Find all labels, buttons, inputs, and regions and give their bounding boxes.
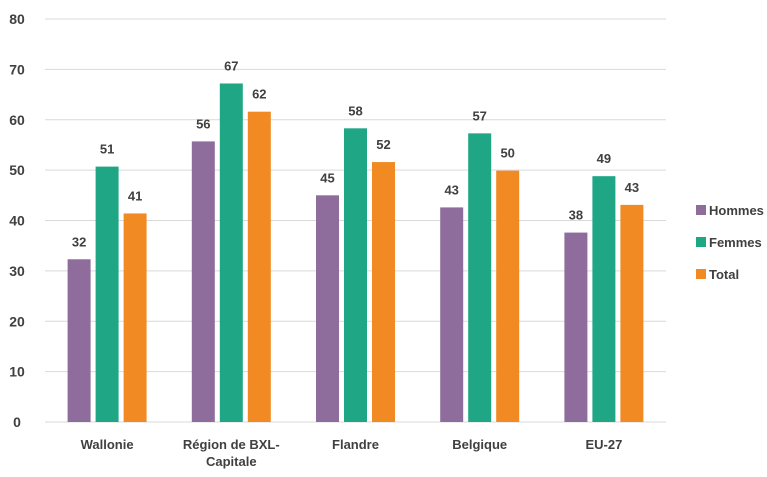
data-label: 45	[320, 170, 334, 185]
data-label: 43	[444, 182, 458, 197]
data-label: 56	[196, 116, 210, 131]
category-label-line: EU-27	[585, 437, 622, 452]
category-label-line: Wallonie	[81, 437, 134, 452]
data-label: 57	[472, 108, 486, 123]
legend-label: Hommes	[709, 203, 764, 218]
data-label: 50	[500, 146, 514, 161]
legend-label: Total	[709, 267, 739, 282]
bar-total	[247, 111, 271, 422]
y-tick-label: 20	[9, 313, 25, 329]
category-label: Wallonie	[81, 437, 134, 452]
data-label: 58	[348, 103, 362, 118]
category-label: Flandre	[332, 437, 379, 452]
bars	[67, 83, 644, 422]
bar-hommes	[440, 207, 464, 422]
bar-hommes	[191, 141, 215, 422]
category-label-line: Belgique	[452, 437, 507, 452]
data-label: 32	[72, 234, 86, 249]
bar-total	[372, 162, 395, 422]
data-label: 67	[224, 58, 238, 73]
data-labels: 32 51 41 56 67 62 45 58 52 43 57 50 38 49 43	[72, 58, 639, 249]
bar-hommes	[564, 232, 588, 422]
y-tick-label: 40	[9, 213, 25, 229]
y-tick-label: 30	[9, 263, 25, 279]
bar-hommes	[316, 195, 339, 422]
x-axis-categories: Wallonie Région de BXL- Capitale Flandre Bel…	[81, 437, 623, 469]
data-label: 38	[569, 208, 583, 223]
bar-femmes	[344, 128, 367, 422]
bar-femmes	[219, 83, 243, 422]
data-label: 41	[128, 188, 142, 203]
bar-total	[620, 204, 644, 422]
data-label: 51	[100, 142, 114, 157]
bar-femmes	[468, 133, 492, 422]
y-tick-label: 80	[9, 11, 25, 27]
y-tick-label: 50	[9, 162, 25, 178]
legend: Hommes Femmes Total	[696, 203, 764, 282]
bar-total	[123, 213, 147, 422]
bar-hommes	[67, 259, 91, 422]
category-label-line: Capitale	[206, 454, 257, 469]
legend-swatch-hommes	[696, 205, 706, 215]
category-label: Belgique	[452, 437, 507, 452]
category-label-line: Flandre	[332, 437, 379, 452]
y-tick-label: 10	[9, 364, 25, 380]
category-label-line: Région de BXL-	[183, 437, 280, 452]
legend-swatch-femmes	[696, 237, 706, 247]
data-label: 49	[597, 151, 611, 166]
data-label: 52	[376, 137, 390, 152]
y-tick-label: 70	[9, 61, 25, 77]
legend-label: Femmes	[709, 235, 762, 250]
y-tick-label: 60	[9, 112, 25, 128]
data-label: 43	[625, 180, 639, 195]
bar-total	[496, 170, 520, 422]
bar-femmes	[95, 166, 119, 422]
category-label: EU-27	[585, 437, 622, 452]
bar-femmes	[592, 176, 616, 422]
data-label: 62	[252, 87, 266, 102]
y-axis-ticks: 0 10 20 30 40 50 60 70 80	[9, 11, 25, 430]
legend-swatch-total	[696, 269, 706, 279]
category-label: Région de BXL- Capitale	[183, 437, 280, 469]
y-tick-label: 0	[13, 414, 21, 430]
